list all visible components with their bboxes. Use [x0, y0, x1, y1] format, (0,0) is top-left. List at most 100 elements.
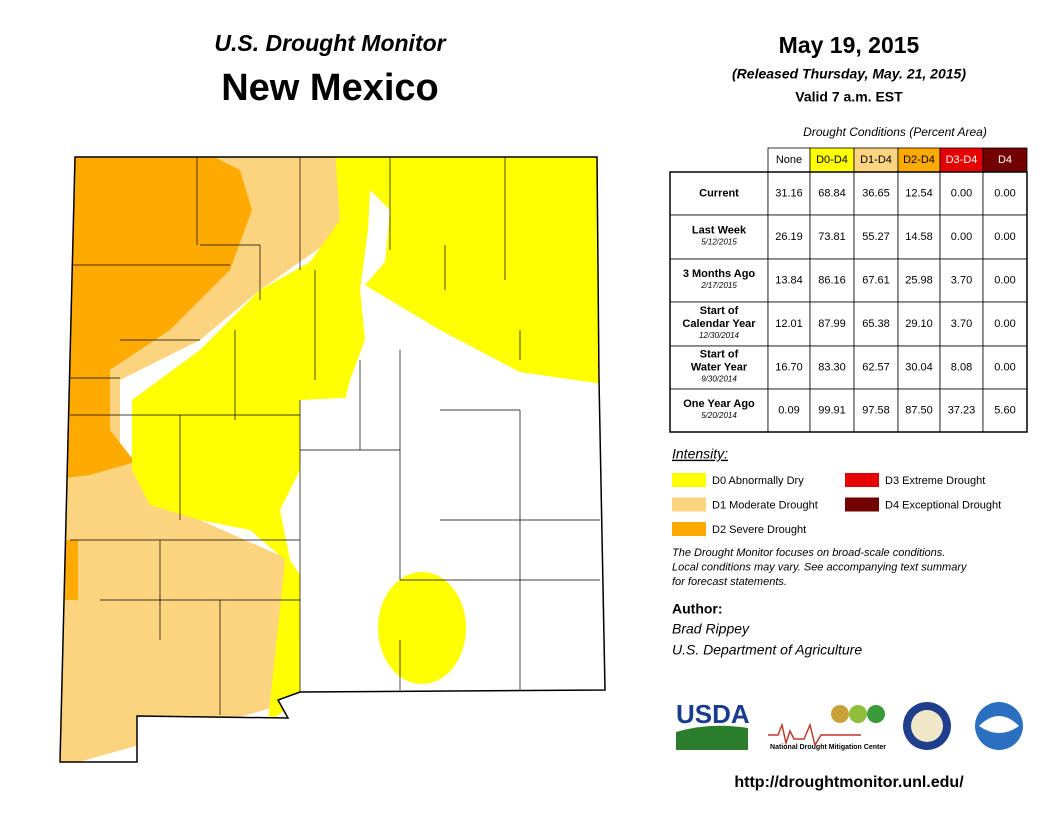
row-label-cell: [669, 388, 769, 433]
legend-label: D1 Moderate Drought: [712, 499, 818, 511]
d0-area: [132, 157, 605, 722]
row-label: Calendar Year: [682, 318, 756, 330]
usda-logo: USDA: [676, 699, 750, 729]
legend-label: D4 Exceptional Drought: [885, 499, 1001, 511]
table-value: 0.00: [951, 231, 972, 243]
table-value: 97.58: [862, 404, 890, 416]
row-label-cell: [669, 258, 769, 303]
author-name: Brad Rippey: [672, 621, 750, 637]
row-date: 5/12/2015: [701, 238, 737, 247]
table-cell: [939, 388, 984, 433]
row-label: 3 Months Ago: [683, 268, 756, 280]
note-line: Local conditions may vary. See accompany…: [672, 561, 968, 573]
legend-swatch: [672, 473, 706, 487]
row-date: 5/20/2014: [701, 411, 737, 420]
conditions-table: Drought Conditions (Percent Area) None D0…: [669, 125, 1028, 433]
table-value: 62.57: [862, 361, 890, 373]
legend-label: D0 Abnormally Dry: [712, 475, 804, 487]
legend-label: D3 Extreme Drought: [885, 475, 985, 487]
table-value: 36.65: [862, 187, 890, 199]
table-value: 87.99: [818, 318, 846, 330]
state-outline: [59, 156, 606, 763]
row-label: One Year Ago: [683, 398, 755, 410]
table-value: 14.58: [905, 231, 933, 243]
table-cell: [767, 171, 811, 216]
title: U.S. Drought Monitor: [214, 30, 446, 56]
table-cell: [939, 301, 984, 347]
table-cell: [982, 345, 1028, 390]
row-label: Water Year: [691, 361, 748, 373]
legend: Intensity: D0 Abnormally Dry D1 Moderate …: [672, 446, 1001, 536]
table-cell: [939, 258, 984, 303]
table-value: 0.00: [951, 187, 972, 199]
column-header: None: [776, 154, 802, 166]
table-value: 0.00: [994, 231, 1015, 243]
d2-area: [60, 157, 252, 480]
table-value: 0.00: [994, 318, 1015, 330]
state-name: New Mexico: [221, 67, 439, 109]
note-line: for forecast statements.: [672, 576, 787, 588]
legend-swatch: [845, 473, 879, 487]
row-date: 2/17/2015: [700, 281, 737, 290]
table-caption: Drought Conditions (Percent Area): [803, 125, 987, 139]
table-cell: [939, 345, 984, 390]
table-value: 3.70: [951, 274, 972, 286]
logos: USDA National Drought Mitigation Center: [676, 699, 1023, 751]
row-date: 9/30/2014: [701, 375, 737, 384]
table-value: 3.70: [951, 318, 972, 330]
ndmc-tree: [867, 705, 885, 723]
d0-area: [378, 572, 466, 684]
table-cell: [809, 345, 855, 390]
table-value: 29.10: [905, 318, 933, 330]
commerce-seal-inner: [911, 710, 943, 742]
table-value: 87.50: [905, 404, 933, 416]
table-value: 12.01: [775, 318, 803, 330]
table-value: 68.84: [818, 187, 846, 199]
table-value: 83.30: [818, 361, 846, 373]
d2-area: [60, 540, 78, 600]
table-cell: [982, 301, 1028, 347]
table-cell: [853, 258, 899, 303]
ndmc-logo: National Drought Mitigation Center: [770, 744, 886, 751]
table-cell: [853, 345, 899, 390]
row-date: 12/30/2014: [699, 331, 740, 340]
table-value: 65.38: [862, 318, 890, 330]
table-value: 31.16: [775, 187, 803, 199]
table-cell: [982, 214, 1028, 260]
table-cell: [853, 214, 899, 260]
legend-swatch: [672, 522, 706, 536]
table-value: 0.09: [778, 404, 799, 416]
note-line: The Drought Monitor focuses on broad-sca…: [672, 547, 945, 559]
table-cell: [809, 388, 855, 433]
table-cell: [939, 171, 984, 216]
column-header: D2-D4: [903, 154, 935, 166]
legend-title: Intensity:: [672, 446, 728, 462]
ndmc-line: [768, 722, 861, 747]
usda-swoosh: [676, 725, 748, 750]
table-value: 12.54: [905, 187, 933, 199]
row-label: Current: [699, 187, 739, 199]
legend-label: D2 Severe Drought: [712, 524, 806, 536]
table-value: 86.16: [818, 274, 846, 286]
url: http://droughtmonitor.unl.edu/: [734, 774, 964, 791]
table-cell: [897, 388, 941, 433]
no-drought-area: [280, 190, 605, 700]
table-border: [669, 171, 1028, 433]
column-header-cell: [809, 147, 855, 173]
noaa-bird: [979, 716, 1019, 733]
table-value: 37.23: [948, 404, 976, 416]
table-cell: [939, 214, 984, 260]
table-cell: [982, 258, 1028, 303]
table-value: 55.27: [862, 231, 890, 243]
column-header: D4: [998, 154, 1012, 166]
table-value: 30.04: [905, 361, 933, 373]
table-value: 5.60: [994, 404, 1015, 416]
table-value: 0.00: [994, 361, 1015, 373]
legend-swatch: [845, 497, 879, 512]
table-value: 67.61: [862, 274, 890, 286]
table-value: 0.00: [994, 187, 1015, 199]
table-cell: [897, 214, 941, 260]
ndmc-tree: [849, 705, 867, 723]
column-header: D1-D4: [860, 154, 892, 166]
